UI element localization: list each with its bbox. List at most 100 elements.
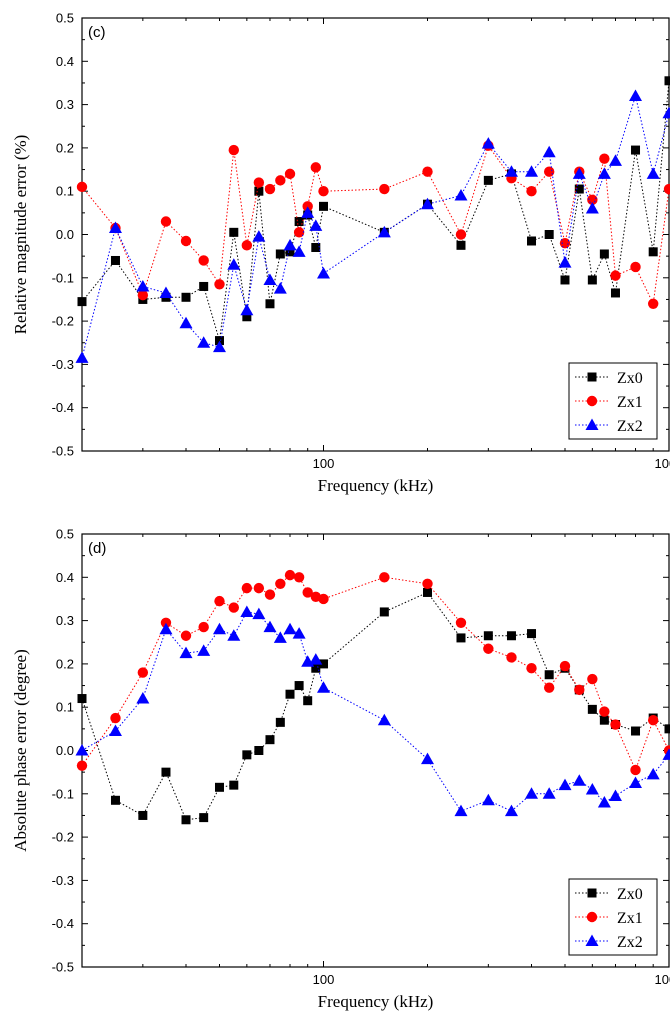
data-point-square [311, 663, 321, 673]
data-point-circle [647, 714, 659, 726]
data-point-circle [137, 289, 149, 301]
legend-label: Zx2 [617, 934, 643, 951]
data-point-square [275, 249, 285, 259]
legend-label: Zx0 [617, 370, 643, 387]
data-point-circle [630, 261, 641, 273]
y-tick-label: 0.3 [56, 613, 74, 628]
data-point-square [265, 735, 275, 745]
data-point-square [587, 275, 597, 285]
data-point-square [456, 240, 466, 250]
data-point-square [77, 694, 87, 704]
data-point-circle [586, 911, 598, 923]
data-point-triangle [662, 106, 670, 119]
data-point-circle [526, 186, 537, 197]
legend: Zx0 Zx1 Zx2 [568, 362, 658, 440]
data-point-triangle [136, 692, 150, 704]
data-point-square [318, 201, 328, 211]
data-point-circle [559, 660, 571, 672]
data-point-triangle [454, 189, 468, 201]
data-point-square [138, 810, 148, 820]
data-point-square [110, 795, 120, 805]
data-point-triangle [252, 607, 266, 620]
series-zx1 [76, 140, 670, 309]
data-point-square [544, 230, 554, 239]
data-point-square [77, 297, 87, 307]
data-point-circle [379, 572, 390, 583]
data-point-square [318, 659, 328, 669]
data-point-triangle [179, 646, 193, 659]
legend: Zx0 Zx1 Zx2 [568, 878, 658, 956]
data-point-square [574, 184, 584, 194]
y-tick-label: -0.2 [52, 314, 74, 329]
series-zx2 [75, 89, 670, 363]
y-tick-label: -0.4 [52, 916, 74, 931]
data-point-circle [422, 578, 433, 589]
panel-label: (d) [88, 540, 106, 557]
data-point-circle [543, 682, 555, 693]
data-point-circle [455, 229, 467, 240]
data-point-square [664, 724, 670, 734]
series-line [81, 94, 670, 359]
data-point-square [560, 275, 570, 285]
data-point-triangle [481, 137, 495, 149]
data-point-circle [198, 255, 209, 266]
x-axis-title: Frequency (kHz) [318, 476, 434, 495]
data-point-square [379, 607, 389, 617]
data-point-triangle [421, 197, 435, 210]
data-point-circle [422, 166, 433, 177]
data-point-circle [574, 684, 585, 696]
data-point-circle [647, 298, 659, 309]
data-point-square [423, 587, 433, 597]
data-point-triangle [240, 605, 254, 617]
data-point-square [544, 670, 554, 680]
data-point-circle [264, 589, 276, 600]
series-line [81, 611, 670, 812]
y-tick-label: -0.5 [52, 960, 74, 975]
y-tick-label: -0.4 [52, 400, 74, 415]
y-tick-label: -0.3 [52, 357, 74, 372]
series-zx0 [77, 76, 670, 346]
y-tick-label: 0.1 [56, 184, 74, 199]
data-point-square [110, 255, 120, 265]
data-point-square [311, 242, 321, 252]
chart-panel-c: 0.5 0.4 0.3 0.2 0.1 0.0 -0.1 -0.2 -0.3 -0.4 -0.5 10… [11, 11, 670, 495]
data-point-triangle [197, 644, 211, 656]
data-point-triangle [316, 681, 330, 693]
data-point-circle [253, 582, 265, 594]
series-zx2 [75, 605, 670, 817]
y-tick-label: 0.5 [56, 527, 74, 542]
data-point-triangle [646, 767, 660, 780]
data-point-circle [610, 270, 621, 281]
data-point-square [181, 292, 191, 302]
chart-panel-d: 0.5 0.4 0.3 0.2 0.1 0.0 -0.1 -0.2 -0.3 -0.4 -0.5 10… [11, 527, 670, 1011]
data-point-triangle [179, 316, 193, 329]
data-point-circle [110, 712, 121, 724]
x-axis-title: Frequency (kHz) [318, 992, 434, 1011]
data-point-square [648, 247, 658, 257]
data-point-triangle [558, 778, 572, 791]
x-tick-label: 100 [313, 456, 335, 471]
data-point-triangle [283, 622, 297, 635]
data-point-circle [587, 673, 598, 685]
data-point-triangle [197, 336, 211, 348]
data-point-square [303, 696, 313, 706]
y-tick-label: -0.3 [52, 873, 74, 888]
data-point-triangle [597, 795, 611, 808]
data-point-triangle [75, 351, 89, 363]
data-point-circle [310, 162, 321, 173]
data-point-circle [198, 621, 209, 633]
data-point-triangle [585, 934, 599, 946]
data-point-triangle [585, 782, 599, 795]
y-tick-label: 0.5 [56, 11, 74, 26]
data-point-square [587, 704, 597, 714]
data-point-triangle [227, 258, 241, 270]
data-point-triangle [662, 748, 670, 760]
y-tick-label: -0.1 [52, 270, 74, 285]
panel-label: (c) [88, 24, 106, 41]
data-point-triangle [108, 724, 122, 737]
data-point-circle [506, 652, 517, 663]
data-point-triangle [283, 238, 297, 251]
y-tick-label: -0.5 [52, 444, 74, 459]
data-point-triangle [292, 245, 306, 257]
